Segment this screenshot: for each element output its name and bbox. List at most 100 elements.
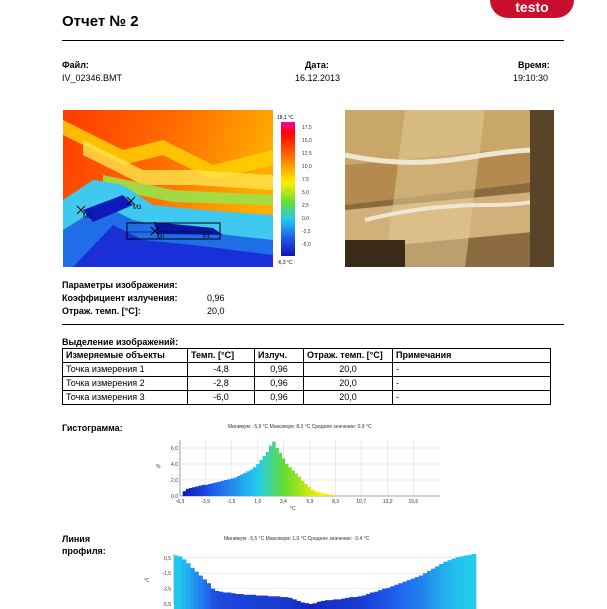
col-emiss: Излуч. bbox=[254, 348, 304, 363]
hist-bar bbox=[224, 480, 228, 496]
scale-tick: 17,5 bbox=[302, 125, 312, 131]
profile-bar bbox=[186, 563, 191, 609]
scale-tick: 0,0 bbox=[302, 216, 309, 222]
scale-tick: 12,5 bbox=[302, 151, 312, 157]
hist-bar bbox=[332, 495, 337, 496]
cell: - bbox=[392, 362, 551, 377]
marker-m1: M1 bbox=[157, 235, 166, 241]
date-label: Дата: bbox=[305, 60, 329, 70]
profile-bar bbox=[459, 556, 465, 609]
hist-x-tick: 13,2 bbox=[383, 499, 393, 505]
params-divider bbox=[62, 324, 564, 325]
hist-bar bbox=[281, 458, 286, 496]
testo-logo: testo bbox=[490, 0, 574, 18]
profile-bar bbox=[190, 567, 195, 609]
col-refl: Отраж. темп. [°C] bbox=[303, 348, 393, 363]
profile-bar bbox=[227, 592, 232, 609]
scale-tick: 15,0 bbox=[302, 138, 312, 144]
profile-heading-text: Линия профиля: bbox=[62, 534, 106, 556]
profile-bar bbox=[365, 594, 371, 609]
hist-x-tick: 15,6 bbox=[408, 499, 418, 505]
profile-bar bbox=[390, 586, 395, 609]
profile-bar bbox=[369, 592, 375, 609]
profile-y-tick: 0,5 bbox=[164, 556, 171, 562]
hist-bar bbox=[252, 467, 257, 496]
table-row: Точка измерения 1 -4,8 0,96 20,0 - bbox=[62, 362, 551, 377]
params-heading: Параметры изображения: bbox=[62, 280, 178, 290]
profile-bar bbox=[182, 559, 187, 609]
hist-bar bbox=[323, 493, 327, 496]
profile-heading: Линия профиля: bbox=[62, 533, 122, 557]
profile-bar bbox=[345, 597, 350, 609]
profile-bar bbox=[435, 566, 440, 609]
hist-bar bbox=[297, 476, 302, 496]
time-label: Время: bbox=[518, 60, 550, 70]
profile-y-label: °C bbox=[144, 578, 150, 584]
emissivity-label: Коэффициент излучения: bbox=[62, 293, 178, 303]
profile-y-tick: -3,5 bbox=[162, 587, 171, 593]
hist-y-tick: 4,0 bbox=[171, 462, 178, 468]
profile-bar bbox=[304, 603, 309, 609]
profile-y-tick: -1,5 bbox=[162, 571, 171, 577]
table-header-row: Измеряемые объекты Темп. [°C] Излуч. Отр… bbox=[62, 348, 551, 363]
hist-x-tick: 5,9 bbox=[307, 499, 314, 505]
table-row: Точка измерения 2 -2,8 0,96 20,0 - bbox=[62, 376, 551, 391]
hist-x-tick: 1,0 bbox=[254, 499, 261, 505]
profile-bar bbox=[316, 601, 322, 609]
refl-temp-value: 20,0 bbox=[207, 306, 225, 316]
hist-bar bbox=[205, 484, 209, 496]
profile-bar bbox=[467, 554, 473, 609]
marker-m3: M3 bbox=[133, 205, 142, 211]
profile-bar bbox=[337, 599, 342, 609]
hist-bar bbox=[243, 472, 247, 496]
hist-bar bbox=[291, 470, 295, 496]
profile-bar bbox=[414, 577, 420, 609]
cell: - bbox=[392, 376, 551, 391]
profile-bar bbox=[386, 587, 391, 609]
hist-bar bbox=[313, 491, 318, 496]
profile-bar bbox=[312, 603, 318, 609]
profile-bar bbox=[463, 555, 469, 609]
hist-bar bbox=[307, 487, 311, 496]
hist-bar bbox=[214, 482, 219, 496]
cell: -6,0 bbox=[187, 390, 255, 405]
profile-bar bbox=[235, 594, 240, 609]
profile-bar bbox=[439, 564, 444, 609]
hist-bar bbox=[249, 469, 254, 496]
profile-bar bbox=[382, 588, 387, 609]
hist-x-tick: 10,7 bbox=[356, 499, 366, 505]
time-value: 19:10:30 bbox=[513, 73, 549, 83]
profile-bar bbox=[378, 590, 383, 609]
hist-bar bbox=[265, 452, 270, 496]
profile-bar bbox=[361, 595, 367, 609]
hist-bar bbox=[288, 467, 292, 496]
profile-bar bbox=[296, 600, 301, 609]
profile-bar bbox=[431, 568, 436, 609]
profile-chart: 0,5 -1,5 -3,5 -5,5 °C bbox=[144, 554, 477, 609]
profile-bar bbox=[239, 594, 244, 609]
scale-tick: -2,5 bbox=[302, 229, 311, 235]
profile-bar bbox=[247, 594, 252, 609]
scale-max: 18,1 °C bbox=[277, 115, 294, 121]
color-scale-bar bbox=[281, 122, 295, 256]
profile-stats: Минимум: -5,5 °C Максимум: 1,0 °C Средне… bbox=[224, 536, 370, 542]
profile-bar bbox=[398, 583, 403, 609]
cell: - bbox=[392, 390, 551, 405]
hist-bar bbox=[256, 464, 260, 496]
profile-bar bbox=[259, 595, 265, 609]
hist-bar bbox=[268, 445, 273, 496]
profile-bar bbox=[402, 581, 407, 609]
scale-tick: 7,5 bbox=[302, 177, 309, 183]
scale-tick: 10,0 bbox=[302, 164, 312, 170]
cell: -4,8 bbox=[187, 362, 255, 377]
profile-bar bbox=[447, 560, 452, 609]
selection-heading: Выделение изображений: bbox=[62, 337, 179, 347]
histogram-stats: Минимум: -5,9 °C Максимум: 8,3 °C Средне… bbox=[228, 424, 372, 430]
hist-bar bbox=[195, 486, 199, 496]
hist-bar bbox=[294, 473, 299, 496]
emissivity-value: 0,96 bbox=[207, 293, 225, 303]
profile-bar bbox=[427, 570, 432, 609]
hist-bar bbox=[240, 474, 244, 496]
scale-tick: 5,0 bbox=[302, 190, 309, 196]
profile-bar bbox=[292, 599, 297, 609]
